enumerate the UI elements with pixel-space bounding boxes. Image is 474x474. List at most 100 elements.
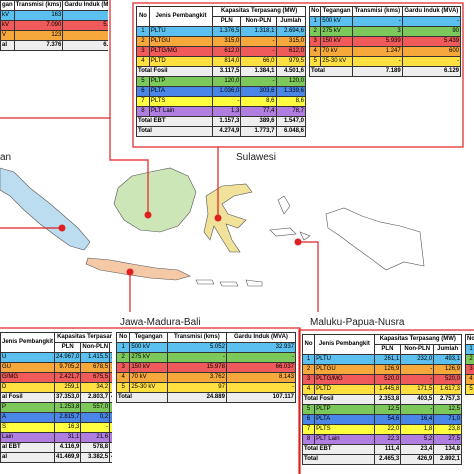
cell-value: 2.694,6 [275, 26, 306, 37]
row-number: 4 [136, 56, 150, 67]
cell-value: 315,0 [212, 36, 242, 47]
cell-value: 2.815,9 [109, 412, 112, 423]
cell-value: 5.939 [351, 36, 403, 47]
row-name: V [0, 30, 15, 41]
cell-value: 52,7 [109, 432, 112, 443]
region-label: Maluku-Papua-Nusra [310, 317, 405, 328]
row-number: 1 [302, 354, 316, 365]
row-label: al Fosil [0, 392, 56, 403]
column-header: Jumlah [275, 16, 306, 27]
papua [325, 207, 425, 271]
row-label: Total [116, 392, 168, 403]
cell-value: 27,5 [433, 434, 462, 445]
cell-value: 12,5 [373, 404, 402, 415]
cell-value: 40.156,7 [109, 392, 112, 403]
cell-value: 10.383,7 [109, 362, 112, 373]
cell-value: 1.773,7 [240, 126, 277, 137]
cell-value: 600 [401, 46, 461, 57]
cell-value: 232,0 [400, 354, 435, 365]
cell-value: 7.189 [351, 66, 403, 77]
nusa-tenggara [195, 279, 263, 287]
table-box: No Tegangan Transmisi (kms) Gardu Induk (MV… [309, 6, 461, 77]
cell-value: 22,0 [373, 424, 402, 435]
row-name: 70 kV [129, 372, 168, 383]
group-header: Kapasitas Terpasang (MW) [373, 334, 462, 345]
row-name: PLTG/MG [148, 46, 214, 57]
data-row: 3 150 kV 5.939 5.439 [309, 36, 461, 47]
row-name: PLTU [148, 26, 214, 37]
row-name: PLTGU [148, 36, 214, 47]
data-row: 5 [465, 384, 474, 395]
row-number: 2 [116, 352, 131, 363]
row-name: G/MG [0, 372, 56, 383]
cell-value: 23,4 [400, 444, 435, 455]
cell-value: 1.617,3 [433, 384, 462, 395]
cell-value: 2.353,8 [373, 394, 402, 405]
row-number: 2 [136, 36, 150, 47]
cell-value: 148 [62, 30, 108, 41]
cell-value: 31,1 [54, 432, 82, 443]
cell-value: - [401, 16, 461, 27]
row-name: 500 kV [320, 16, 353, 27]
cell-value: 1.318,1 [240, 26, 277, 37]
frame [0, 327, 301, 474]
data-row: 2 PLTGU 315,0-315,0 [136, 36, 306, 47]
cell-value: 26.382,5 [109, 352, 112, 363]
data-row: V123148 [0, 30, 108, 41]
total-row: Total EBT 1.157,3 389,6 1.547,0 [136, 116, 306, 127]
column-header: Transmisi (kms) [351, 6, 403, 17]
cell-value: 678,5 [80, 362, 111, 373]
data-row: kV163498 [0, 10, 108, 21]
data-row: 5 PLTP 12,5-12,5 [302, 404, 462, 415]
column-header: Jumlah [433, 344, 462, 355]
row-name: PLT Lain [148, 106, 214, 117]
cell-value: 22,3 [373, 434, 402, 445]
header-row: No [465, 334, 474, 345]
java [85, 257, 191, 281]
row-number: 1 [116, 342, 131, 353]
data-row: 4 70 kV 1.247 600 [309, 46, 461, 57]
row-name: D [0, 382, 56, 393]
cell-value: 66,0 [240, 56, 277, 67]
row-name: PLT Lain [314, 434, 375, 445]
cell-value: 675,5 [80, 372, 111, 383]
row-name: 25-30 kV [129, 382, 168, 393]
cell-value: - [80, 422, 111, 433]
cell-value: 1.445,8 [373, 384, 402, 395]
total-row: Total Fosil 2.353,8 403,5 2.757,3 [302, 394, 462, 405]
cell-value: 4.274,9 [212, 126, 242, 137]
data-row: 7 PLTS -8,6 8,6 [136, 96, 306, 107]
cell-value: 97 [166, 382, 227, 393]
row-number: 3 [302, 374, 316, 385]
cell-value: 4.116,9 [54, 442, 82, 453]
row-name: 275 kV [129, 352, 168, 363]
data-row: 6 PLTA 1.036,0 303,6 1.339,6 [136, 86, 306, 97]
cell-value: 171,5 [400, 384, 435, 395]
cell-value: 2.757,3 [433, 394, 462, 405]
data-row: 5 PLTP 120,0-120,0 [136, 76, 306, 87]
kalimantan [113, 167, 197, 233]
row-number: 5 [116, 382, 131, 393]
cell-value: - [351, 16, 403, 27]
data-row: 1 [465, 344, 474, 355]
data-row: 4 PLTD 1.445,8 171,5 1.617,3 [302, 384, 462, 395]
cell-value: 4.501,6 [275, 66, 306, 77]
column-header: PLN [212, 16, 242, 27]
column-header: Tegangan [129, 332, 168, 343]
region-dot [214, 214, 222, 222]
cell-value: 1.247 [351, 46, 403, 57]
row-name: kV [0, 20, 15, 31]
group-header: Kapasitas Terpasang (MW) [212, 6, 306, 17]
cell-value: 293,3 [109, 382, 112, 393]
cell-value: 120,0 [212, 76, 242, 87]
row-name: PLTG/MG [314, 374, 375, 385]
cell-value: 1,8 [400, 424, 435, 435]
header-row: No Jenis Pembangkit Kapasitas Terpasang (M… [136, 6, 306, 27]
